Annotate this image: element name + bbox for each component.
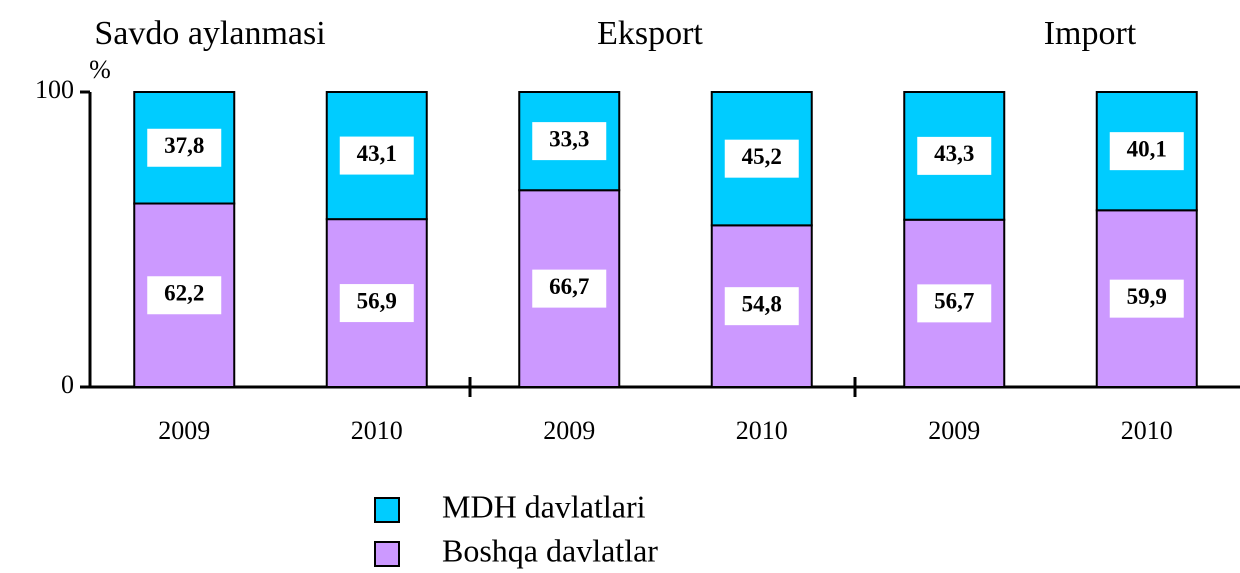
value-label: 43,3 [934,141,974,166]
value-label: 56,7 [934,289,974,314]
value-label-box [1109,279,1184,318]
group-title: Savdo aylanmasi [94,15,325,52]
value-label: 40,1 [1127,136,1167,161]
x-tick-label: 2009 [543,416,595,445]
value-label-box [917,284,992,323]
value-label: 59,9 [1127,284,1167,309]
group-title: Import [1044,15,1137,52]
value-label-box [532,269,607,308]
value-label: 66,7 [549,274,589,299]
value-label: 33,3 [549,126,589,151]
value-label-box [339,136,414,175]
value-label-box [339,284,414,323]
y-tick-label: 0 [61,370,74,399]
value-label-box [724,139,799,178]
value-label: 43,1 [357,141,397,166]
value-label: 45,2 [742,144,782,169]
value-label-box [147,128,222,167]
value-label-box [1109,132,1184,171]
legend-label: MDH davlatlari [442,488,646,524]
value-label-box [917,136,992,175]
value-label: 56,9 [357,288,397,313]
legend-swatch [374,541,400,567]
x-tick-label: 2010 [1121,416,1173,445]
value-label: 37,8 [164,133,204,158]
x-tick-label: 2009 [928,416,980,445]
value-label-box [147,276,222,315]
legend-swatch [374,497,400,523]
y-axis-label: % [89,55,111,84]
value-label-box [532,122,607,161]
value-label: 54,8 [742,291,782,316]
y-tick-label: 100 [35,75,74,104]
value-label-box [724,287,799,326]
value-label: 62,2 [164,281,204,306]
x-tick-label: 2009 [158,416,210,445]
x-tick-label: 2010 [736,416,788,445]
x-tick-label: 2010 [351,416,403,445]
group-title: Eksport [597,15,703,52]
legend-label: Boshqa davlatlar [442,532,658,568]
